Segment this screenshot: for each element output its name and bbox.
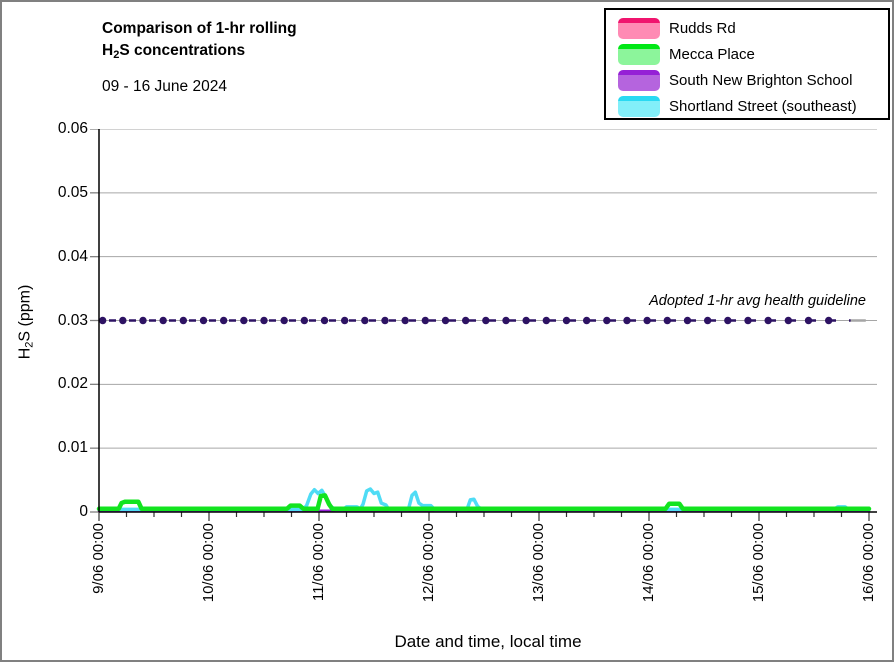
y-tick-label: 0.01 (57, 439, 88, 457)
legend-item[interactable]: Shortland Street (southeast) (618, 93, 888, 119)
legend-swatch (618, 43, 660, 65)
legend-label: South New Brighton School (669, 71, 853, 89)
chart-title-line1: Comparison of 1-hr rolling (102, 20, 297, 37)
y-tick-label: 0.05 (57, 183, 88, 201)
legend-box: Rudds Rd Mecca Place South New Brighton Sc… (604, 8, 890, 120)
legend-item[interactable]: South New Brighton School (618, 67, 888, 93)
x-axis-title: Date and time, local time (394, 632, 582, 651)
y-tick-label: 0 (79, 503, 88, 520)
x-tick-label: 14/06 00:00 (640, 523, 657, 603)
chart-title-sub: 2 (113, 49, 120, 61)
plot-area (90, 129, 877, 521)
x-tick-label: 13/06 00:00 (530, 523, 547, 603)
x-tick-label: 12/06 00:00 (420, 523, 437, 603)
legend-swatch (618, 95, 660, 117)
legend-label: Mecca Place (669, 45, 755, 63)
x-tick-label: 15/06 00:00 (750, 523, 767, 603)
guideline-annotation: Adopted 1-hr avg health guideline (649, 293, 866, 309)
legend-label: Shortland Street (southeast) (669, 97, 857, 115)
y-tick-label: 0.04 (57, 247, 88, 265)
x-tick-label: 16/06 00:00 (860, 523, 877, 603)
chart-title-line2: H2S concentrations (102, 40, 297, 66)
legend-swatch (618, 69, 660, 91)
x-tick-label: 9/06 00:00 (90, 523, 107, 594)
x-tick-label: 10/06 00:00 (200, 523, 217, 603)
chart-title-rest: S concentrations (119, 42, 246, 59)
y-axis-title-sub: 2 (23, 341, 36, 348)
chart-title-h: H (102, 42, 114, 59)
legend-item[interactable]: Rudds Rd (618, 15, 888, 41)
y-tick-label: 0.02 (57, 375, 88, 393)
y-tick-label: 0.03 (57, 311, 88, 329)
y-tick-label: 0.06 (57, 120, 88, 137)
legend-item[interactable]: Mecca Place (618, 41, 888, 67)
legend-swatch (618, 17, 660, 39)
chart-title-block: Comparison of 1-hr rolling H2S concentra… (102, 18, 297, 96)
chart-date-range: 09 - 16 June 2024 (102, 78, 227, 95)
y-axis-title-h: H (16, 347, 34, 360)
legend-label: Rudds Rd (669, 19, 736, 37)
x-tick-label: 11/06 00:00 (310, 523, 327, 602)
